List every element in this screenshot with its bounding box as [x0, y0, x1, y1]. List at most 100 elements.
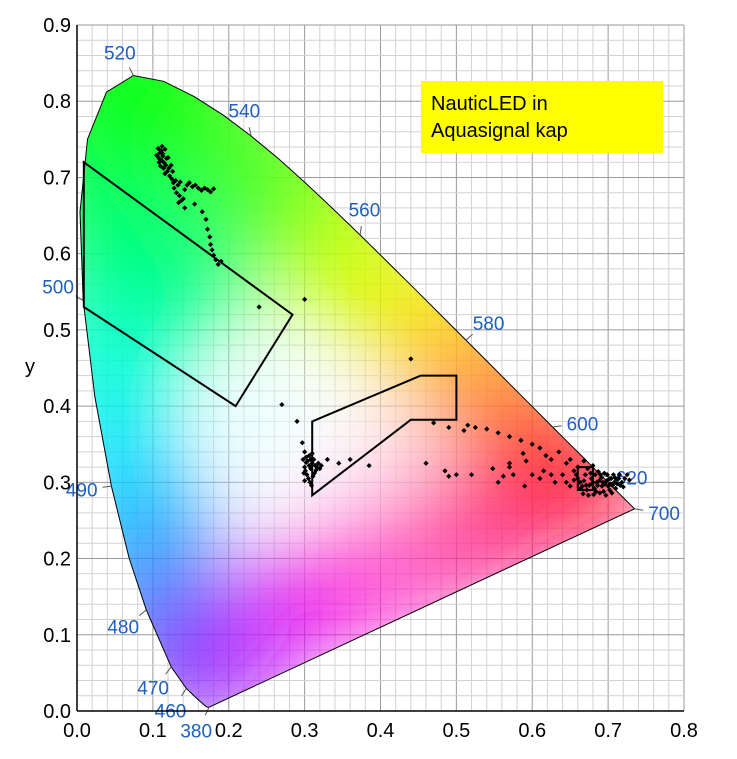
region-white: [311, 374, 458, 498]
wavelength-tick-620: [601, 475, 611, 478]
data-point: [215, 261, 221, 267]
data-point: [484, 426, 490, 432]
data-point: [302, 464, 308, 470]
data-point: [537, 475, 543, 482]
data-point: [604, 478, 610, 484]
data-point: [495, 430, 501, 436]
wavelength-label-520: 520: [104, 43, 136, 64]
data-point: [567, 456, 573, 463]
data-point: [294, 418, 300, 424]
data-point: [613, 476, 620, 482]
data-point: [192, 201, 198, 207]
data-point: [159, 143, 165, 149]
data-point: [305, 458, 311, 464]
wavelength-tick-700: [634, 508, 644, 511]
data-point: [594, 479, 600, 485]
data-point: [324, 456, 330, 463]
data-point: [303, 459, 309, 466]
wavelength-tick-600: [552, 425, 562, 428]
data-point: [311, 470, 318, 476]
wavelength-tick-460: [181, 688, 187, 697]
data-point: [176, 193, 183, 199]
x-tick-label: 0.4: [367, 720, 395, 742]
data-point: [171, 185, 177, 191]
data-point: [165, 155, 171, 161]
data-point: [599, 483, 605, 489]
data-point: [601, 470, 607, 476]
wavelength-label-600: 600: [567, 414, 599, 435]
data-point: [302, 296, 308, 302]
data-point: [563, 479, 569, 485]
data-point: [620, 484, 626, 490]
data-point: [166, 165, 172, 171]
data-point: [279, 401, 285, 408]
x-tick-label: 0.8: [670, 720, 698, 742]
data-point: [571, 477, 577, 483]
y-tick-label: 0.3: [43, 472, 71, 494]
data-point: [597, 490, 603, 496]
data-point: [195, 185, 201, 191]
data-point: [431, 420, 437, 426]
wavelength-tick-580: [465, 333, 474, 341]
data-point: [582, 472, 588, 478]
data-point: [347, 456, 353, 463]
data-point: [571, 468, 577, 474]
data-point: [585, 466, 591, 472]
data-point: [314, 464, 320, 470]
data-point: [595, 469, 601, 475]
data-point: [581, 458, 587, 464]
data-point: [556, 449, 562, 455]
data-point: [318, 462, 324, 469]
data-point: [198, 187, 205, 194]
wavelength-tick-560: [359, 226, 362, 236]
data-point: [300, 456, 306, 463]
data-point: [423, 460, 429, 466]
y-tick-label: 0.5: [43, 320, 71, 342]
data-point: [589, 481, 595, 487]
data-point: [619, 479, 625, 485]
wavelength-label-490: 490: [66, 480, 98, 501]
data-point: [609, 490, 615, 496]
data-point: [162, 146, 168, 152]
region-green: [82, 160, 294, 408]
data-point: [163, 162, 169, 168]
data-point: [160, 165, 167, 171]
data-point: [204, 226, 211, 232]
data-point: [305, 475, 312, 482]
wavelength-tick-470: [165, 666, 172, 675]
data-point: [537, 445, 543, 451]
data-point: [596, 478, 602, 484]
data-point: [522, 483, 528, 489]
x-tick-label: 0.3: [291, 720, 319, 742]
data-point: [336, 460, 342, 466]
data-point: [213, 257, 219, 263]
data-point: [490, 466, 496, 472]
axis-tick-labels: 0.0 0.1 0.2 0.3 0.4 0.5 0.6 0.7 0.8 0.0 0.1 0.2 0.3 0…: [43, 15, 698, 742]
data-point: [302, 449, 308, 455]
data-point: [614, 481, 620, 487]
data-point: [155, 145, 161, 152]
data-point: [598, 475, 604, 481]
data-point: [580, 491, 586, 497]
data-point: [207, 189, 214, 195]
data-point: [590, 462, 596, 469]
data-point: [156, 159, 162, 165]
wavelength-label-460: 460: [155, 701, 187, 722]
data-point: [442, 468, 448, 474]
data-point: [600, 479, 606, 485]
wavelength-tick-480: [139, 609, 147, 616]
data-point: [156, 155, 162, 161]
data-point: [176, 199, 182, 206]
data-point: [162, 171, 168, 177]
data-point: [523, 458, 529, 464]
chromaticity-gamut-fill: [80, 75, 635, 708]
x-tick-label: 0.7: [594, 720, 622, 742]
data-point: [465, 422, 471, 428]
legend-line-2: Aquasignal kap: [431, 120, 568, 142]
data-point: [573, 472, 579, 478]
data-point: [563, 460, 569, 466]
data-point: [308, 456, 314, 463]
data-point: [306, 453, 312, 459]
x-axis-label: x: [373, 755, 383, 759]
data-point: [180, 196, 186, 202]
